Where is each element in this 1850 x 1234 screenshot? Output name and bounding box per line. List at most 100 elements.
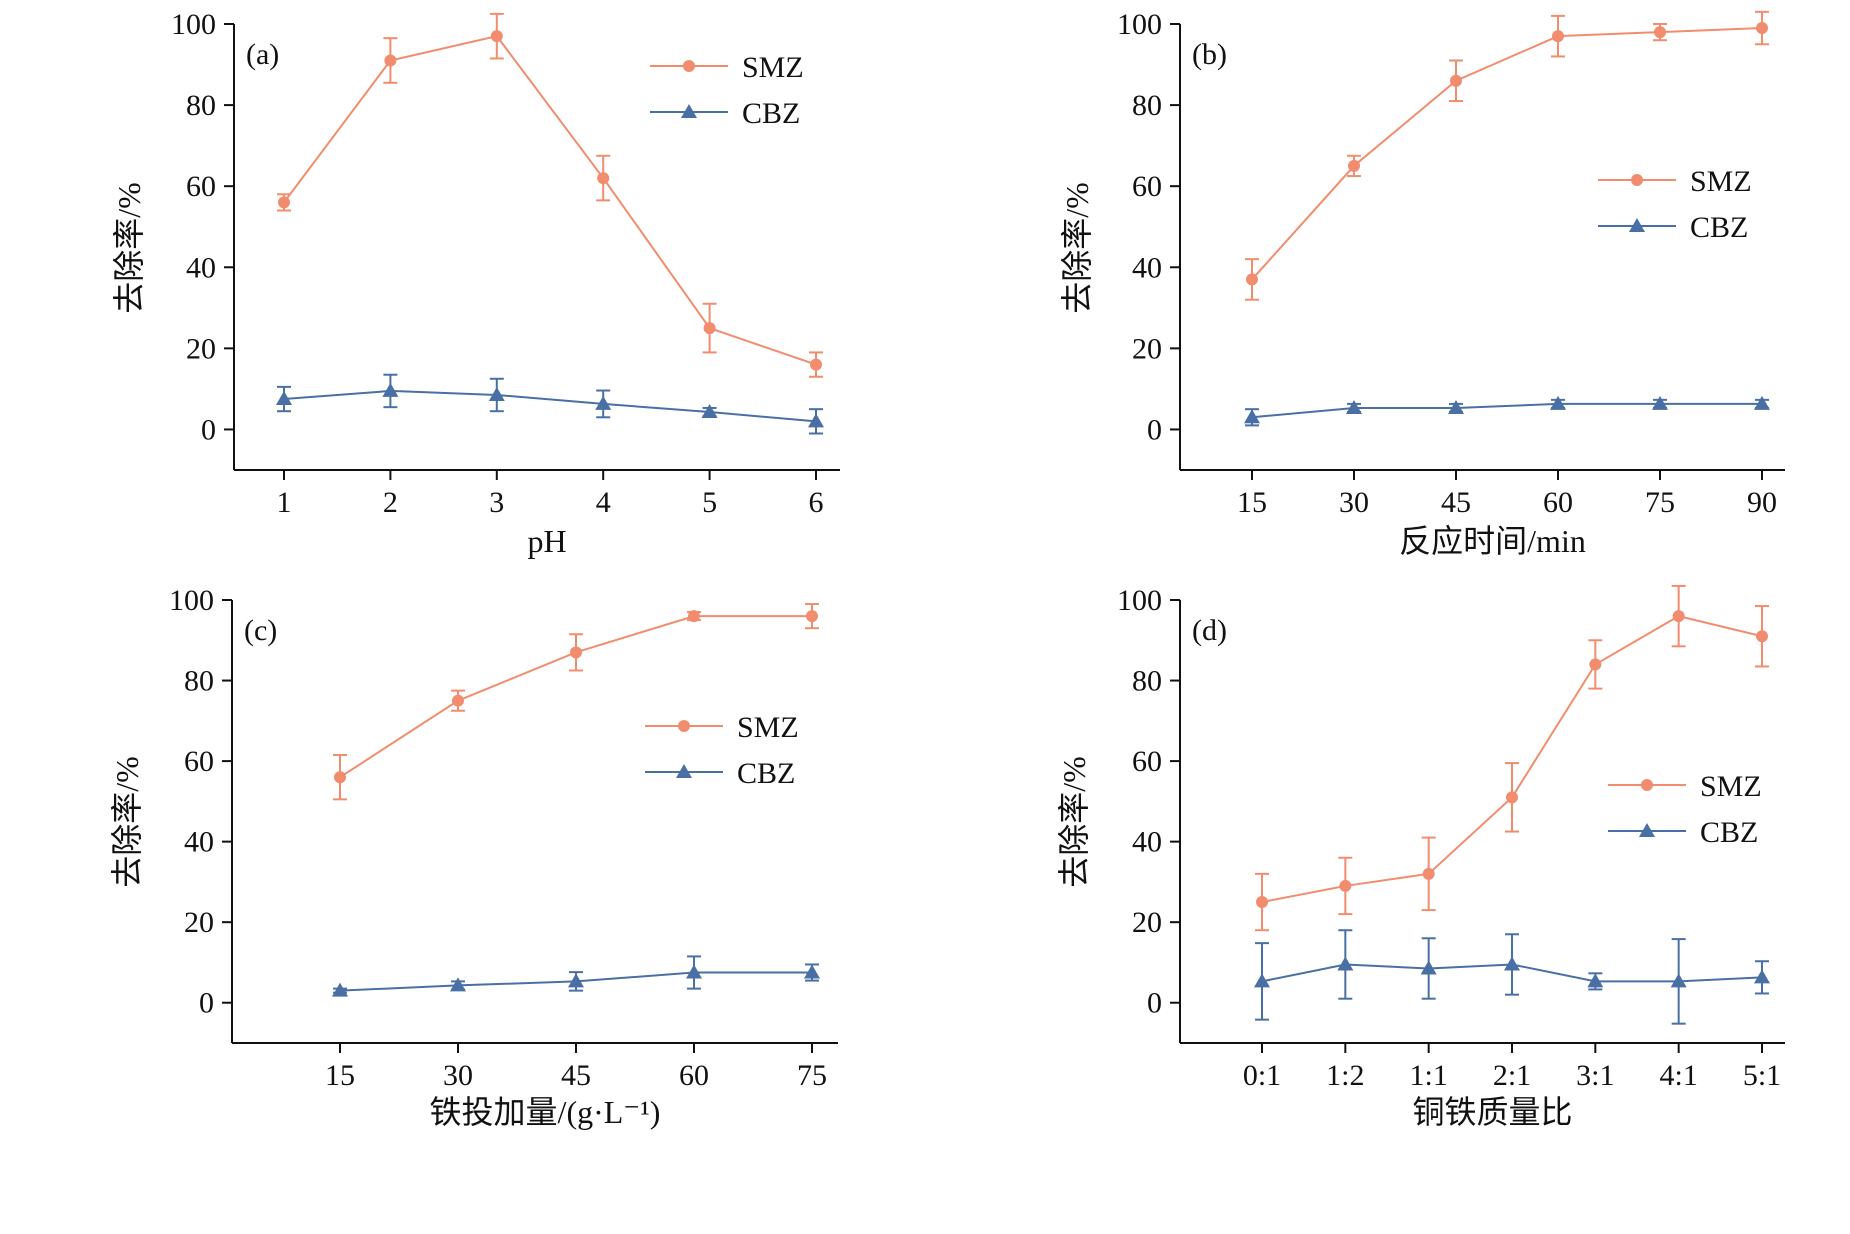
x-axis-label: pH [527, 523, 566, 559]
legend-label: SMZ [1700, 770, 1762, 803]
series-smz [1245, 10, 1769, 301]
x-tick-label: 75 [1645, 486, 1675, 519]
y-tick-label: 40 [184, 826, 214, 859]
data-point [806, 610, 818, 623]
data-point [1652, 395, 1668, 410]
data-point [1587, 973, 1604, 988]
data-point [804, 964, 820, 979]
y-tick-label: 100 [1117, 8, 1162, 41]
x-axis-label: 反应时间/min [1399, 523, 1586, 559]
panel-label: (d) [1192, 614, 1227, 647]
x-tick-label: 75 [797, 1059, 827, 1092]
data-point [595, 395, 612, 410]
y-tick-label: 0 [1147, 413, 1162, 446]
x-tick-label: 15 [1237, 486, 1267, 519]
x-axis-label: 铜铁质量比 [1412, 1094, 1572, 1130]
series-smz [333, 603, 819, 801]
data-point [276, 391, 292, 406]
x-tick-label: 2:1 [1493, 1059, 1531, 1092]
data-point [382, 382, 399, 397]
data-point [688, 610, 700, 623]
y-tick-label: 0 [199, 987, 214, 1020]
y-tick-label: 80 [1132, 89, 1162, 122]
series-line [1261, 615, 1763, 904]
y-tick-label: 100 [169, 584, 214, 617]
x-tick-label: 6 [809, 486, 824, 519]
legend-marker [1641, 779, 1653, 791]
y-tick-label: 100 [1117, 584, 1162, 617]
legend: SMZ CBZ [650, 51, 804, 130]
series-cbz [332, 955, 820, 997]
data-point [1756, 630, 1768, 643]
series-line [1251, 402, 1762, 419]
y-axis-label: 去除率/% [1059, 182, 1095, 314]
x-tick-label: 1 [277, 486, 292, 519]
chart-panel-a: 0 20 40 60 80 100 1 2 3 4 5 6 pH 去除率/% (a) SMZ CBZ [111, 8, 840, 559]
x-tick-label: 45 [561, 1059, 591, 1092]
legend: SMZ CBZ [1598, 165, 1752, 244]
y-axis-label: 去除率/% [111, 182, 147, 314]
y-tick-label: 80 [184, 665, 214, 698]
data-point [808, 413, 824, 428]
legend-marker [681, 104, 697, 118]
y-tick-label: 40 [186, 251, 216, 284]
panel-label: (a) [246, 38, 279, 71]
x-tick-label: 60 [679, 1059, 709, 1092]
series-smz [1255, 584, 1769, 932]
legend-label: CBZ [1690, 211, 1748, 244]
data-point [1504, 956, 1520, 971]
y-tick-label: 100 [171, 8, 216, 41]
y-tick-label: 60 [184, 745, 214, 778]
y-tick-label: 40 [1132, 826, 1162, 859]
series-line [283, 389, 817, 423]
data-point [1346, 399, 1362, 414]
data-point [1670, 973, 1687, 988]
y-tick-label: 20 [1132, 332, 1162, 365]
x-tick-label: 15 [325, 1059, 355, 1092]
legend-marker [676, 764, 692, 778]
legend-marker [1629, 218, 1645, 232]
data-point [1756, 22, 1768, 35]
y-tick-label: 80 [1132, 665, 1162, 698]
panel-label: (b) [1192, 38, 1227, 71]
series-smz [277, 12, 823, 378]
x-tick-label: 5 [702, 486, 717, 519]
x-tick-label: 4 [596, 486, 611, 519]
y-axis-label: 去除率/% [1056, 756, 1092, 888]
y-tick-label: 20 [184, 906, 214, 939]
data-point [1552, 30, 1564, 43]
x-tick-label: 0:1 [1243, 1059, 1281, 1092]
data-point [384, 54, 397, 67]
x-tick-label: 5:1 [1743, 1059, 1781, 1092]
y-tick-label: 60 [186, 170, 216, 203]
legend-label: CBZ [1700, 816, 1758, 849]
y-tick-label: 20 [1132, 906, 1162, 939]
legend-label: SMZ [1690, 165, 1752, 198]
legend: SMZ CBZ [1608, 770, 1762, 849]
x-tick-label: 30 [1339, 486, 1369, 519]
x-tick-label: 3 [489, 486, 504, 519]
x-tick-label: 45 [1441, 486, 1471, 519]
data-point [1339, 879, 1352, 892]
data-point [490, 30, 503, 43]
y-axis-label: 去除率/% [109, 756, 145, 888]
legend-label: CBZ [742, 97, 800, 130]
x-tick-label: 3:1 [1576, 1059, 1614, 1092]
data-point [1256, 896, 1268, 909]
data-point [1550, 395, 1566, 410]
panel-label: (c) [244, 614, 277, 647]
data-point [450, 977, 466, 992]
y-tick-label: 80 [186, 89, 216, 122]
x-tick-label: 1:2 [1326, 1059, 1364, 1092]
y-tick-label: 0 [201, 413, 216, 446]
y-tick-label: 0 [1147, 987, 1162, 1020]
series-cbz [1244, 395, 1770, 427]
data-point [810, 358, 822, 371]
legend-label: SMZ [742, 51, 804, 84]
legend-label: CBZ [737, 757, 795, 790]
data-point [1254, 973, 1270, 988]
series-cbz [1254, 929, 1770, 1025]
data-point [1448, 399, 1464, 414]
legend-marker [1639, 823, 1655, 837]
x-tick-label: 2 [383, 486, 398, 519]
